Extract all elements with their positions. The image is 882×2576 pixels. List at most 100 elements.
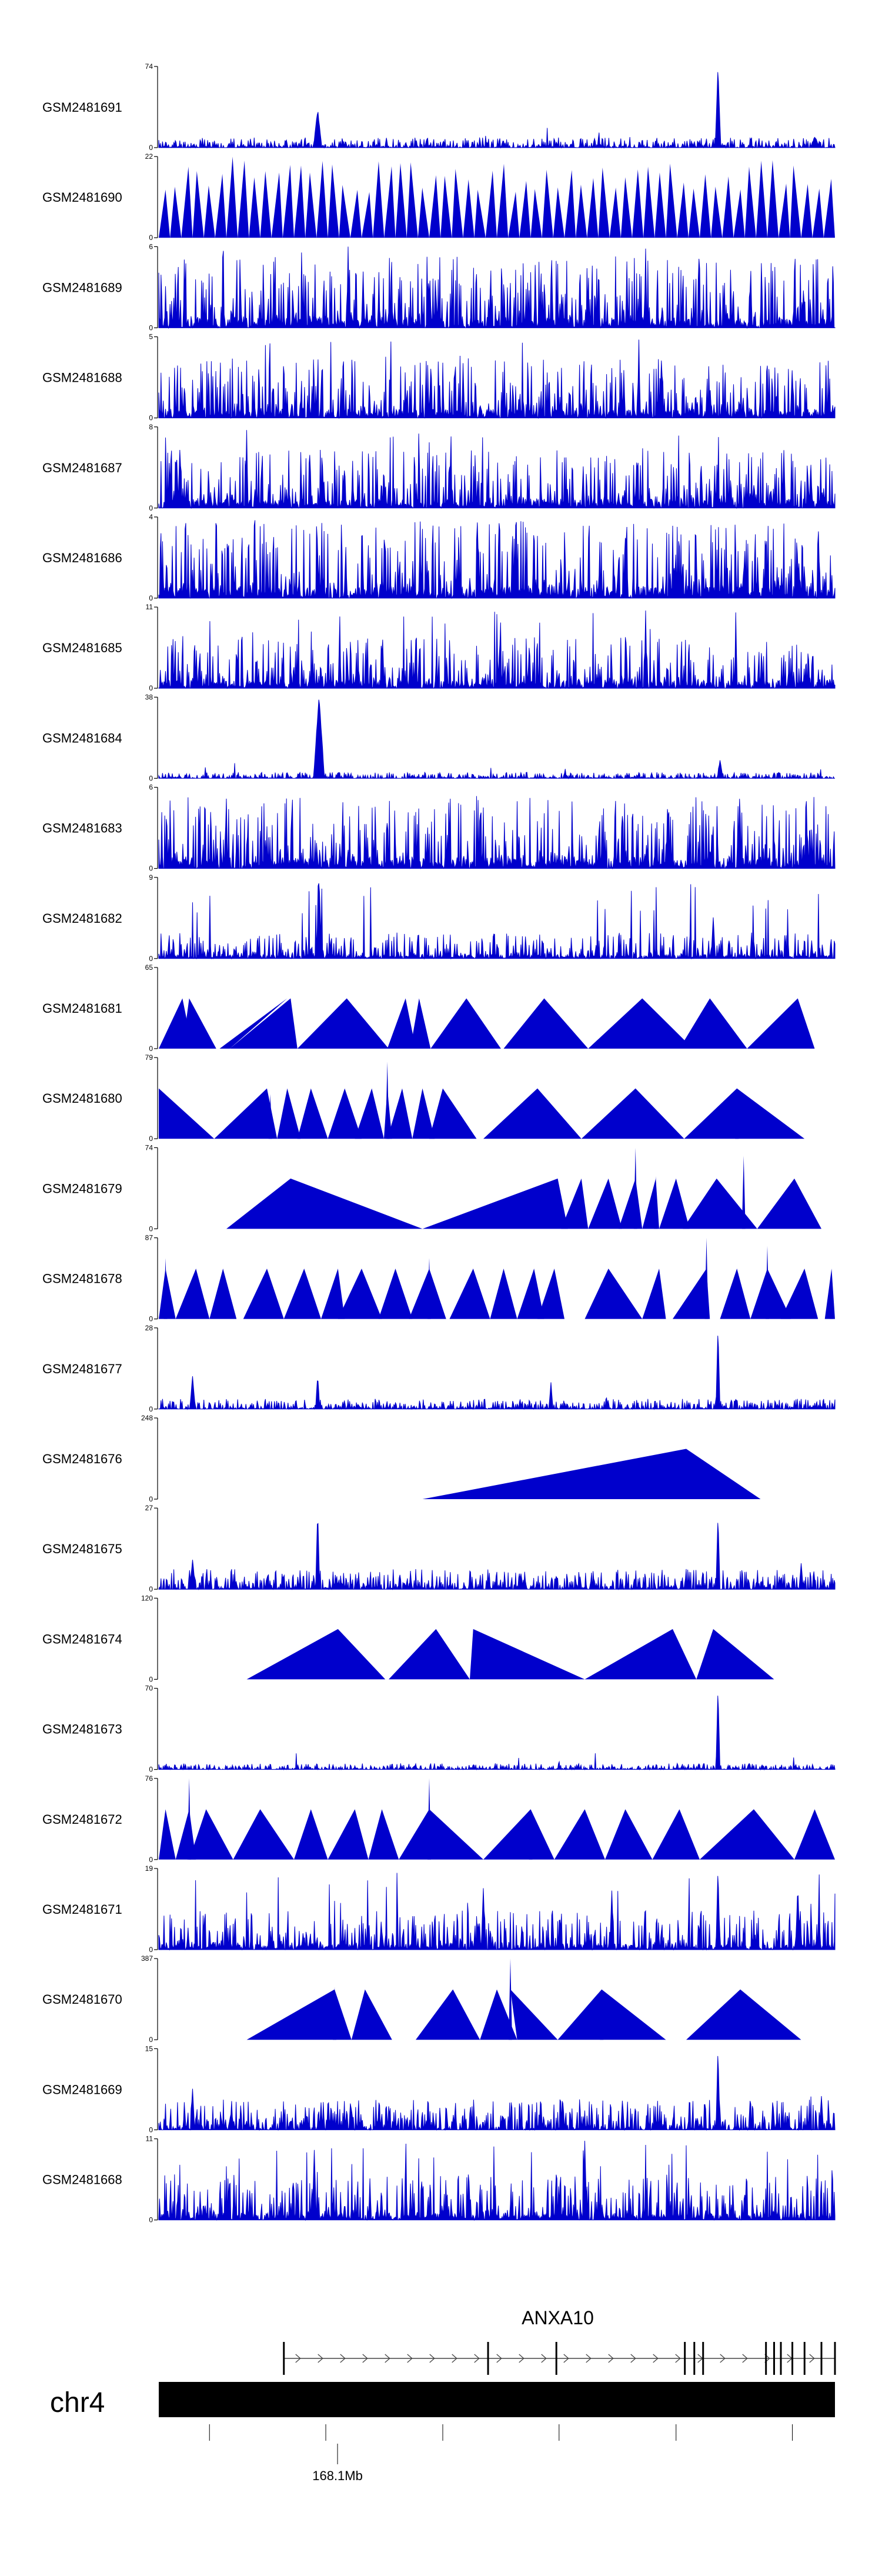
- signal-spike: [735, 1094, 739, 1139]
- signal-spike: [427, 1258, 431, 1319]
- y-tick-label-max: 38: [145, 693, 153, 701]
- y-tick-label-min: 0: [149, 1224, 153, 1233]
- y-tick-label-max: 9: [149, 873, 153, 882]
- y-tick-label-min: 0: [149, 233, 153, 242]
- y-tick-label-max: 19: [145, 1864, 153, 1873]
- signal-area: [158, 72, 836, 149]
- track-label: GSM2481672: [42, 1812, 122, 1827]
- strand-arrow: [653, 2354, 659, 2363]
- signal-triangle: [508, 191, 520, 238]
- track-GSM2481685: GSM2481685 11 0: [42, 603, 836, 692]
- signal-area: [158, 520, 836, 599]
- y-tick-label-min: 0: [149, 684, 153, 692]
- y-tick-label-max: 387: [141, 1954, 153, 1963]
- signal-triangle: [351, 1989, 392, 2040]
- track-GSM2481691: GSM2481691 74 0: [42, 62, 836, 152]
- signal-triangle: [588, 998, 693, 1049]
- signal-triangle: [226, 1178, 423, 1229]
- track-GSM2481679: GSM2481679 74 0: [42, 1143, 821, 1233]
- track-label: GSM2481681: [42, 1001, 122, 1016]
- strand-arrow: [608, 2354, 614, 2363]
- signal-area: [158, 883, 836, 960]
- strand-arrow: [385, 2354, 390, 2363]
- track-GSM2481671: GSM2481671 19 0: [42, 1864, 836, 1954]
- gene-exon: [834, 2342, 836, 2375]
- y-tick-label-min: 0: [149, 1045, 153, 1053]
- track-GSM2481677: GSM2481677 28 0: [42, 1324, 836, 1413]
- signal-triangle: [557, 1989, 666, 2040]
- chromosome-label: chr4: [50, 2387, 105, 2418]
- signal-triangle: [203, 185, 215, 238]
- signal-triangle: [588, 1178, 622, 1229]
- signal-spike: [654, 1176, 658, 1229]
- signal-spike: [830, 1270, 834, 1319]
- signal-triangle: [316, 161, 328, 238]
- y-tick-label-max: 8: [149, 423, 153, 431]
- signal-area: [158, 430, 836, 509]
- track-label: GSM2481689: [42, 280, 122, 295]
- track-GSM2481670: GSM2481670 387 0: [42, 1954, 801, 2044]
- y-tick-label-min: 0: [149, 1585, 153, 1593]
- track-GSM2481684: GSM2481684 38 0: [42, 693, 835, 782]
- signal-area: [158, 2140, 836, 2221]
- signal-triangle: [429, 175, 441, 238]
- y-tick-label-max: 6: [149, 242, 153, 251]
- signal-triangle: [576, 184, 587, 238]
- signal-triangle: [389, 1629, 470, 1680]
- signal-triangle: [756, 161, 767, 238]
- chromosome-ideogram: chr4 168.1Mb: [50, 2382, 835, 2483]
- gene-exon: [820, 2342, 823, 2375]
- signal-triangle: [554, 1809, 605, 1860]
- y-tick-label-min: 0: [149, 1315, 153, 1323]
- signal-triangle: [483, 1809, 554, 1860]
- signal-triangle: [297, 998, 389, 1049]
- y-tick-label-min: 0: [149, 955, 153, 963]
- signal-triangle: [470, 1629, 585, 1680]
- track-GSM2481675: GSM2481675 27 0: [42, 1504, 836, 1593]
- signal-triangle: [175, 1269, 210, 1319]
- y-tick-label-min: 0: [149, 414, 153, 422]
- y-tick-label-min: 0: [149, 144, 153, 152]
- signal-triangle: [654, 172, 666, 238]
- signal-triangle: [609, 188, 621, 238]
- signal-triangle: [790, 165, 801, 238]
- y-tick-label-min: 0: [149, 2125, 153, 2134]
- signal-triangle: [362, 192, 373, 238]
- y-tick-label-min: 0: [149, 1134, 153, 1143]
- signal-triangle: [720, 1269, 751, 1319]
- track-GSM2481682: GSM2481682 9 0: [42, 873, 836, 963]
- signal-triangle: [584, 1269, 643, 1319]
- signal-triangle: [781, 1269, 818, 1319]
- signal-triangle: [395, 163, 407, 238]
- signal-triangle: [659, 1178, 690, 1229]
- strand-arrow: [362, 2354, 368, 2363]
- signal-triangle: [182, 998, 216, 1049]
- signal-triangle: [181, 166, 193, 238]
- signal-triangle: [711, 186, 723, 238]
- signal-spike: [187, 1778, 191, 1860]
- track-label: GSM2481688: [42, 371, 122, 385]
- track-label: GSM2481682: [42, 911, 122, 926]
- strand-arrow: [563, 2354, 569, 2363]
- signal-triangle: [688, 188, 700, 238]
- y-tick-label-min: 0: [149, 865, 153, 873]
- track-GSM2481686: GSM2481686 4 0: [42, 513, 836, 602]
- y-tick-label-max: 248: [141, 1414, 153, 1422]
- signal-triangle: [564, 170, 576, 238]
- y-tick-label-min: 0: [149, 1856, 153, 1864]
- signal-triangle: [170, 186, 182, 238]
- signal-triangle: [328, 1809, 369, 1860]
- track-label: GSM2481690: [42, 190, 122, 205]
- gene-exon: [283, 2342, 285, 2375]
- signal-triangle: [474, 189, 486, 238]
- signal-triangle: [652, 1809, 700, 1860]
- signal-triangle: [598, 167, 610, 238]
- signal-triangle: [159, 1809, 176, 1860]
- y-tick-label-max: 70: [145, 1684, 153, 1693]
- signal-spike: [633, 1147, 637, 1229]
- signal-area: [158, 246, 836, 329]
- signal-triangle: [779, 183, 790, 238]
- signal-triangle: [277, 1088, 301, 1139]
- signal-triangle: [294, 165, 306, 238]
- y-tick-label-max: 22: [145, 152, 153, 161]
